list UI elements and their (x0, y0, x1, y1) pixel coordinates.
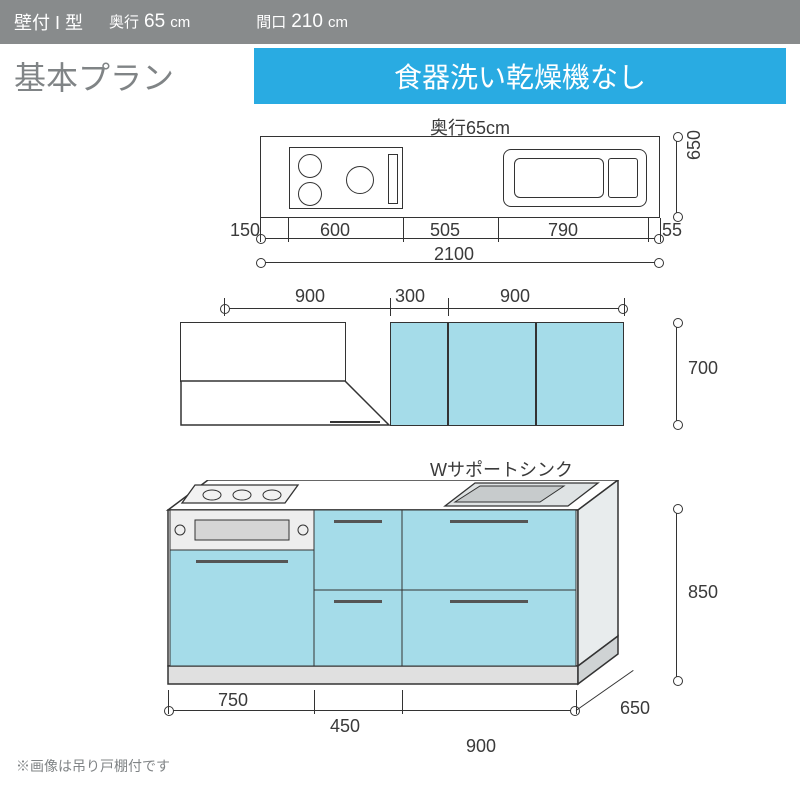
sink-label: Wサポートシンク (430, 456, 573, 482)
dim-upper-w1: 300 (395, 286, 425, 307)
base-cabinet-drawing (150, 480, 690, 710)
depth-spec: 奥行 65 cm (109, 11, 190, 33)
footnote: ※画像は吊り戸棚付です (16, 756, 170, 776)
dim-line (676, 322, 677, 426)
diagram-area: 奥行65cm 650 150 600 505 790 55 2100 900 3… (0, 108, 800, 788)
dim-seg-1: 600 (320, 220, 350, 241)
width-spec: 間口 210 cm (256, 11, 348, 33)
wall-cabinet-panel (448, 322, 536, 426)
burner-icon (298, 182, 322, 206)
dim-seg-0: 150 (230, 220, 260, 241)
dim-seg-2: 505 (430, 220, 460, 241)
dim-upper-w2: 900 (500, 286, 530, 307)
dim-seg-4: 55 (662, 220, 682, 241)
dim-seg-3: 790 (548, 220, 578, 241)
dim-base-w2: 900 (466, 736, 496, 757)
cooktop-controls-icon (388, 154, 398, 204)
spec-header: 壁付 I 型 奥行 65 cm 間口 210 cm (0, 0, 800, 44)
wall-cabinet-panel (390, 322, 448, 426)
dim-base-w0: 750 (218, 690, 248, 711)
dim-upper-height: 700 (688, 358, 718, 379)
wall-cabinet-panel (536, 322, 624, 426)
dim-line (224, 308, 624, 309)
dim-total: 2100 (434, 244, 474, 265)
title-row: 基本プラン 食器洗い乾燥機なし (0, 44, 800, 108)
dim-upper-w0: 900 (295, 286, 325, 307)
upper-cabinet-block (180, 322, 624, 426)
dim-line (676, 508, 677, 682)
type-label: 壁付 I 型 (14, 9, 83, 35)
sink-basin-icon (514, 158, 604, 198)
range-hood-skirt (180, 380, 390, 426)
dim-base-depth: 650 (620, 698, 650, 719)
burner-icon (346, 166, 374, 194)
topview-counter (260, 136, 660, 218)
dim-line (676, 136, 677, 218)
dim-depth-650: 650 (684, 130, 705, 160)
sink-drain-icon (608, 158, 638, 198)
feature-banner: 食器洗い乾燥機なし (254, 48, 786, 104)
cooktop-zone (289, 147, 403, 209)
range-hood (180, 322, 346, 382)
burner-icon (298, 154, 322, 178)
dim-base-w1: 450 (330, 716, 360, 737)
topview-sink (503, 149, 647, 207)
dim-base-height: 850 (688, 582, 718, 603)
plan-title: 基本プラン (14, 53, 174, 99)
